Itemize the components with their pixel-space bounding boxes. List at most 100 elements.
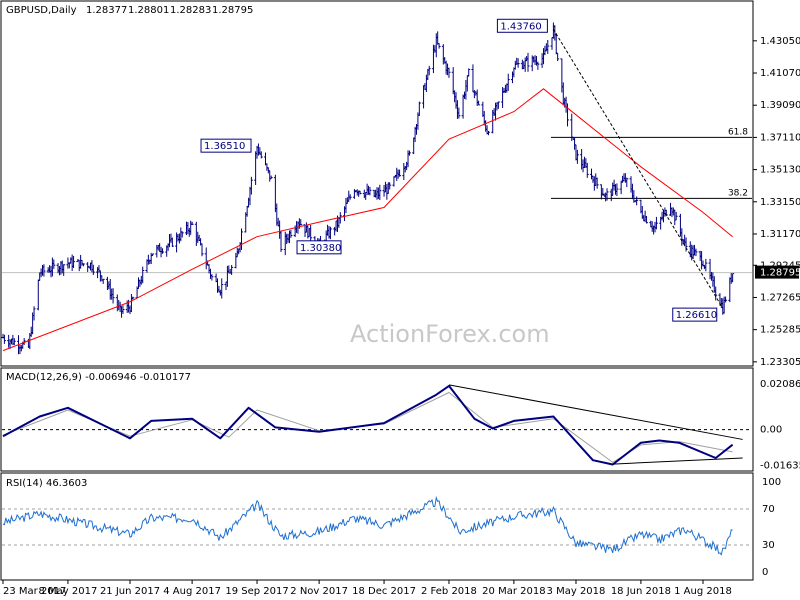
price-bar	[32, 306, 36, 321]
price-annotation-box	[296, 240, 342, 255]
price-bar	[724, 296, 728, 303]
price-bar	[249, 176, 253, 195]
price-bar	[131, 296, 135, 300]
price-bar	[368, 186, 372, 196]
ohlc-open: 1.28377	[86, 5, 127, 16]
price-bar	[585, 162, 589, 178]
macd-layer	[2, 384, 752, 466]
fib-level-label: 38.2	[728, 188, 748, 198]
ohlc-low: 1.28283	[170, 5, 211, 16]
price-annotation-box	[200, 138, 252, 153]
x-tick-label: 8 May 2017	[38, 586, 97, 597]
x-tick-label: 23 Mar 2017	[3, 586, 66, 597]
price-bar	[694, 248, 698, 257]
price-bar	[615, 183, 619, 197]
price-bar	[417, 101, 421, 116]
rsi-panel-title: RSI(14) 46.3603	[6, 478, 87, 489]
price-bar	[160, 248, 164, 254]
price-annotation: 1.30380	[296, 240, 342, 255]
price-bar	[605, 188, 609, 201]
price-bar	[22, 338, 26, 345]
x-tick-label: 21 Jun 2017	[100, 586, 160, 597]
price-bar	[457, 107, 461, 119]
macd-y-tick-label: -0.016357	[760, 460, 800, 471]
rsi-y-tick-label: 0	[762, 567, 768, 578]
price-bar	[398, 169, 402, 177]
price-bar	[550, 37, 554, 50]
price-bar	[575, 149, 579, 164]
rsi-y-tick-label: 30	[762, 540, 775, 551]
x-tick-label: 2 Feb 2018	[421, 586, 477, 597]
price-bar	[467, 68, 471, 77]
x-tick-label: 3 May 2018	[547, 586, 606, 597]
rsi-y-tick-label: 100	[762, 477, 781, 488]
price-bar	[309, 224, 313, 242]
price-bar	[220, 278, 224, 299]
price-y-tick-label: 1.31170	[760, 229, 800, 240]
price-bar	[204, 247, 208, 270]
price-bar	[486, 130, 490, 136]
ohlc-close: 1.28795	[212, 5, 253, 16]
macd-trendline	[612, 457, 743, 465]
price-y-tick-label: 1.27265	[760, 292, 800, 303]
x-tick-label: 1 Aug 2018	[674, 586, 732, 597]
x-tick-label: 2 Nov 2017	[290, 586, 348, 597]
price-annotation-box	[496, 18, 548, 33]
price-bar	[81, 263, 85, 267]
price-annotation-label: 1.43760	[500, 21, 541, 32]
price-bar	[289, 229, 293, 238]
price-bar	[180, 231, 184, 238]
price-y-tick-label: 1.23305	[760, 357, 800, 368]
x-tick-label: 20 Mar 2018	[482, 586, 545, 597]
price-bar	[52, 259, 56, 269]
price-annotation-label: 1.30380	[300, 243, 341, 254]
price-bar	[388, 182, 392, 190]
price-bar	[62, 264, 66, 276]
price-bar	[516, 58, 520, 68]
price-annotation: 1.43760	[496, 18, 548, 33]
price-bar	[230, 264, 234, 275]
price-bar	[91, 264, 95, 276]
price-bar	[427, 65, 431, 76]
price-bar	[471, 64, 475, 93]
price-bar	[151, 253, 155, 256]
price-bar	[141, 266, 145, 284]
price-layer: 61.8 38.2 1.43760 1.36510 1.30380 1.26610	[1, 18, 752, 355]
price-bar	[451, 67, 455, 95]
watermark: ActionForex.com	[350, 320, 550, 348]
price-bar	[279, 230, 283, 252]
fib-level-label: 61.8	[728, 127, 748, 137]
price-panel-frame	[0, 0, 754, 367]
last-price-label: 1.28795	[760, 268, 800, 279]
price-bar	[556, 52, 560, 62]
price-bar	[392, 176, 396, 187]
rsi-y-tick-label: 70	[762, 504, 775, 515]
ohlc-high: 1.28801	[128, 5, 169, 16]
price-bar	[526, 52, 530, 72]
price-y-tick-label: 1.43050	[760, 36, 800, 47]
price-trendline	[552, 29, 724, 309]
price-bar	[447, 67, 451, 78]
price-bar	[635, 196, 639, 206]
price-bar	[348, 194, 352, 200]
price-bar	[200, 243, 204, 257]
x-tick-label: 4 Aug 2017	[163, 586, 221, 597]
price-y-tick-label: 1.35130	[760, 165, 800, 176]
price-bar	[546, 39, 550, 54]
price-bar	[477, 100, 481, 106]
price-bar	[674, 211, 678, 221]
price-bar	[684, 237, 688, 252]
price-bar	[496, 101, 500, 109]
price-bar	[506, 73, 510, 91]
rsi-layer	[2, 495, 752, 556]
price-bar	[190, 221, 194, 225]
moving-average-line	[2, 88, 733, 352]
price-bar	[595, 177, 599, 189]
price-bar	[654, 216, 658, 230]
price-bar	[536, 61, 540, 70]
rsi-panel-frame	[0, 472, 754, 581]
macd-panel-frame	[0, 367, 754, 472]
macd-series-signal	[2, 392, 733, 463]
price-bar	[714, 286, 718, 301]
price-bar	[12, 338, 16, 346]
